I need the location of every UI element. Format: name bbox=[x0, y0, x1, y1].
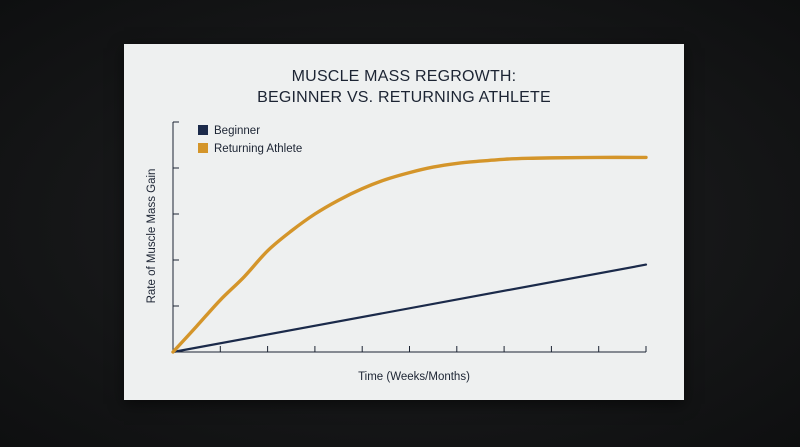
chart-card bbox=[124, 44, 684, 400]
series-line-returning-athlete bbox=[171, 155, 648, 354]
tick-marks bbox=[173, 121, 647, 352]
chart-title: MUSCLE MASS REGROWTH: BEGINNER VS. RETUR… bbox=[124, 66, 684, 108]
legend-swatch-beginner bbox=[198, 125, 208, 135]
y-axis-label: Rate of Muscle Mass Gain bbox=[146, 169, 158, 304]
x-axis-label: Time (Weeks/Months) bbox=[358, 371, 470, 383]
legend-label-returning-athlete: Returning Athlete bbox=[214, 143, 302, 155]
series-group bbox=[171, 155, 648, 354]
series-line-beginner bbox=[171, 263, 648, 354]
chart-title-line-1: MUSCLE MASS REGROWTH: bbox=[291, 68, 517, 85]
legend-swatch-returning-athlete bbox=[198, 143, 208, 153]
legend: Beginner Returning Athlete bbox=[198, 125, 302, 155]
legend-label-beginner: Beginner bbox=[214, 125, 260, 137]
chart-title-line-2: BEGINNER VS. RETURNING ATHLETE bbox=[257, 89, 551, 106]
